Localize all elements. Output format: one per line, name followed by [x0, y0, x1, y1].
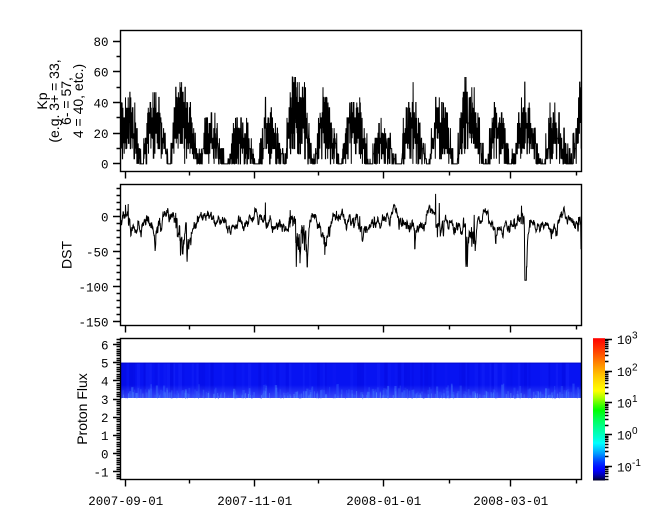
svg-text:40: 40 [93, 97, 108, 111]
svg-text:3: 3 [101, 394, 109, 408]
svg-text:60: 60 [93, 67, 108, 81]
svg-text:2: 2 [101, 412, 109, 426]
svg-text:80: 80 [93, 36, 108, 50]
svg-text:2007-11-01: 2007-11-01 [217, 495, 292, 509]
svg-text:2008-01-01: 2008-01-01 [346, 495, 421, 509]
svg-text:2008-03-01: 2008-03-01 [473, 495, 548, 509]
svg-text:2007-09-01: 2007-09-01 [88, 495, 163, 509]
svg-text:-100: -100 [78, 281, 108, 295]
svg-text:DST: DST [59, 241, 75, 269]
svg-text:0: 0 [101, 159, 109, 173]
svg-text:4: 4 [101, 376, 109, 390]
svg-text:4 = 40, etc.): 4 = 40, etc.) [70, 64, 86, 138]
svg-text:-150: -150 [78, 316, 108, 330]
svg-text:1: 1 [101, 430, 109, 444]
svg-text:5: 5 [101, 358, 109, 372]
svg-text:20: 20 [93, 128, 108, 142]
svg-text:6- = 57,: 6- = 57, [58, 77, 74, 125]
svg-text:-50: -50 [86, 246, 109, 260]
svg-text:6: 6 [101, 339, 109, 353]
svg-text:Kp: Kp [34, 92, 50, 109]
svg-text:(e.g. 3+ = 33,: (e.g. 3+ = 33, [46, 59, 62, 142]
svg-text:0: 0 [101, 448, 109, 462]
svg-text:Proton Flux: Proton Flux [74, 373, 90, 445]
svg-text:-1: -1 [93, 467, 108, 481]
svg-text:0: 0 [101, 211, 109, 225]
